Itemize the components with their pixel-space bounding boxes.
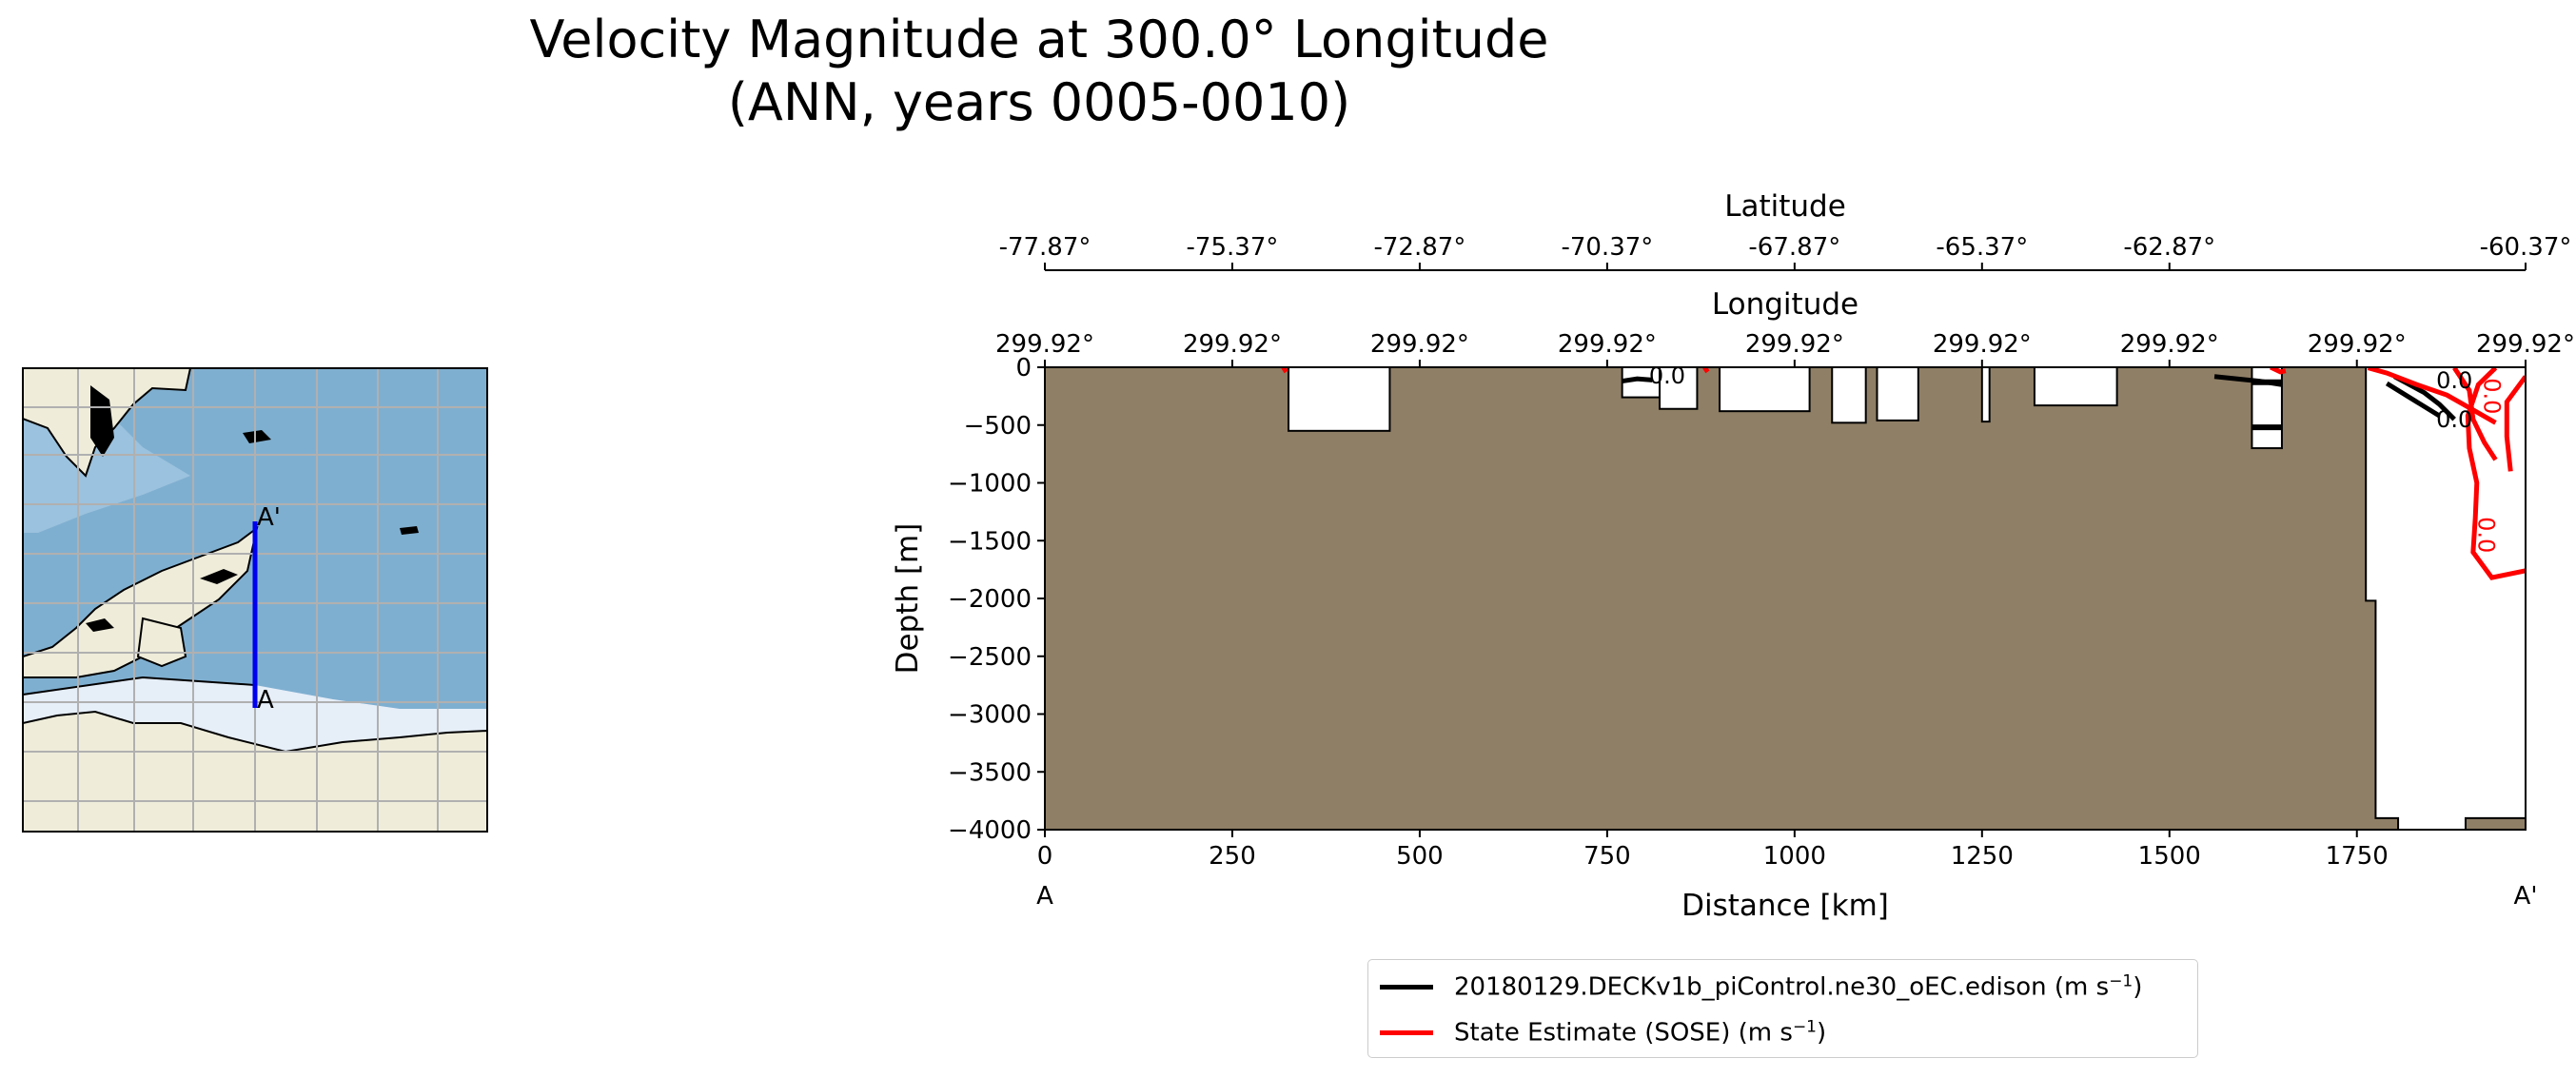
model-contour-label: 0.0: [2436, 406, 2472, 433]
latitude-tick-label: -75.37°: [1187, 233, 1279, 262]
longitude-axis: 299.92° 299.92° 299.92° 299.92° 299.92° 299.9…: [995, 330, 2575, 367]
longitude-tick-label: 299.92°: [1558, 330, 1657, 359]
x-axis: 0 250 500 750 1000 1250 1500 1750: [1037, 830, 2389, 871]
latitude-tick-label: -62.87°: [2123, 233, 2215, 262]
longitude-axis-label: Longitude: [1712, 287, 1858, 322]
ocean-pockets: [1288, 367, 2283, 450]
map-label-end: A': [257, 503, 281, 532]
ocean-pocket: [1719, 367, 1811, 413]
y-tick-label: −3500: [948, 758, 1032, 787]
map-small-island-3: [200, 569, 238, 584]
legend-label-model: 20180129.DECKv1b_piControl.ne30_oEC.edis…: [1454, 971, 2143, 1002]
x-tick-label: 500: [1396, 842, 1444, 871]
map-small-island-2: [400, 526, 419, 535]
y-tick-label: −1500: [948, 527, 1032, 556]
x-tick-label: 750: [1583, 842, 1631, 871]
y-axis-label: Depth [m]: [891, 523, 925, 675]
x-end-label-end: A': [2514, 882, 2538, 911]
x-end-label-start: A: [1036, 882, 1053, 911]
map-small-island-4: [86, 618, 114, 632]
map-label-start: A: [257, 686, 274, 715]
model-contour-label: 0.0: [2436, 367, 2472, 394]
latitude-tick-label: -70.37°: [1561, 233, 1653, 262]
longitude-tick-label: 299.92°: [2308, 330, 2407, 359]
y-tick-label: −2000: [948, 585, 1032, 614]
latitude-tick-label: -60.37°: [2480, 233, 2572, 262]
ocean-pocket: [2033, 367, 2118, 407]
longitude-tick-label: 299.92°: [1933, 330, 2032, 359]
latitude-tick-label: -67.87°: [1748, 233, 1840, 262]
sose-contour: [2270, 367, 2287, 375]
figure-title-line1: Velocity Magnitude at 300.0° Longitude: [529, 10, 1548, 69]
longitude-tick-label: 299.92°: [1745, 330, 1844, 359]
legend-label-sose: State Estimate (SOSE) (m s−1): [1454, 1017, 1827, 1048]
figure-title-line2: (ANN, years 0005-0010): [728, 72, 1350, 132]
bathymetry-fill: [1045, 367, 2526, 830]
ocean-pocket: [2251, 367, 2283, 450]
longitude-tick-label: 299.92°: [1370, 330, 1469, 359]
legend-line-sose: [1380, 1029, 1433, 1035]
longitude-tick-label: 299.92°: [995, 330, 1094, 359]
y-axis: 0 −500 −1000 −1500 −2000 −2500 −3000 −3500 −4000: [948, 354, 1045, 845]
sose-contour-label: 0.0: [2472, 517, 2499, 553]
y-tick-label: −3000: [948, 701, 1032, 730]
x-tick-label: 1750: [2326, 842, 2389, 871]
legend-line-model: [1380, 984, 1433, 990]
x-axis-label: Distance [km]: [1681, 889, 1889, 923]
latitude-tick-label: -65.37°: [1936, 233, 2028, 262]
y-tick-label: −2500: [948, 643, 1032, 672]
x-tick-label: 1250: [1951, 842, 2014, 871]
map-small-island: [243, 430, 271, 443]
latitude-tick-label: -72.87°: [1374, 233, 1466, 262]
y-tick-label: −1000: [948, 470, 1032, 499]
y-tick-label: −4000: [948, 816, 1032, 845]
x-tick-label: 1000: [1763, 842, 1826, 871]
ocean-pocket: [1288, 367, 1391, 432]
x-tick-label: 250: [1209, 842, 1256, 871]
legend-entry-model: 20180129.DECKv1b_piControl.ne30_oEC.edis…: [1380, 968, 2142, 1006]
legend: 20180129.DECKv1b_piControl.ne30_oEC.edis…: [1367, 959, 2198, 1058]
model-contour: [2392, 374, 2456, 421]
sose-contour: [2465, 367, 2526, 580]
model-contour: [1622, 376, 1653, 384]
map-island: [136, 617, 187, 668]
model-contour-label: 0.0: [1649, 363, 1685, 389]
x-tick-label: 0: [1037, 842, 1053, 871]
longitude-tick-label: 299.92°: [2120, 330, 2219, 359]
x-tick-label: 1500: [2138, 842, 2201, 871]
latitude-tick-label: -77.87°: [999, 233, 1091, 262]
longitude-tick-label: 299.92°: [2476, 330, 2575, 359]
legend-entry-sose: State Estimate (SOSE) (m s−1): [1380, 1013, 1826, 1051]
inset-map: A' A: [22, 367, 488, 833]
y-tick-label: −500: [964, 412, 1032, 441]
sose-contour-label: 0.0: [2479, 378, 2506, 414]
longitude-tick-label: 299.92°: [1183, 330, 1282, 359]
sose-contour: [2504, 375, 2526, 472]
ocean-pocket: [1980, 367, 1991, 423]
sose-contour: [2452, 367, 2498, 461]
contours: 0.0 0.0 0.0 0.0 0.0: [1281, 363, 2526, 580]
ocean-pocket: [1876, 367, 1919, 421]
model-contour: [2385, 381, 2441, 419]
ocean-pocket: [1659, 367, 1699, 410]
latitude-axis: -77.87° -75.37° -72.87° -70.37° -67.87° -65.3…: [999, 233, 2572, 270]
map-islands-north: [90, 385, 114, 457]
latitude-axis-label: Latitude: [1724, 189, 1846, 224]
model-contour: [2213, 374, 2283, 387]
y-tick-label: 0: [1015, 354, 1032, 382]
main-chart: 0.0 0.0 0.0 0.0 0.0 0 250 500 750 1000 1250 1500 17…: [891, 189, 2575, 923]
map-frame: [22, 367, 488, 833]
ocean-pocket: [1621, 367, 1662, 399]
ocean-pocket: [1831, 367, 1867, 424]
